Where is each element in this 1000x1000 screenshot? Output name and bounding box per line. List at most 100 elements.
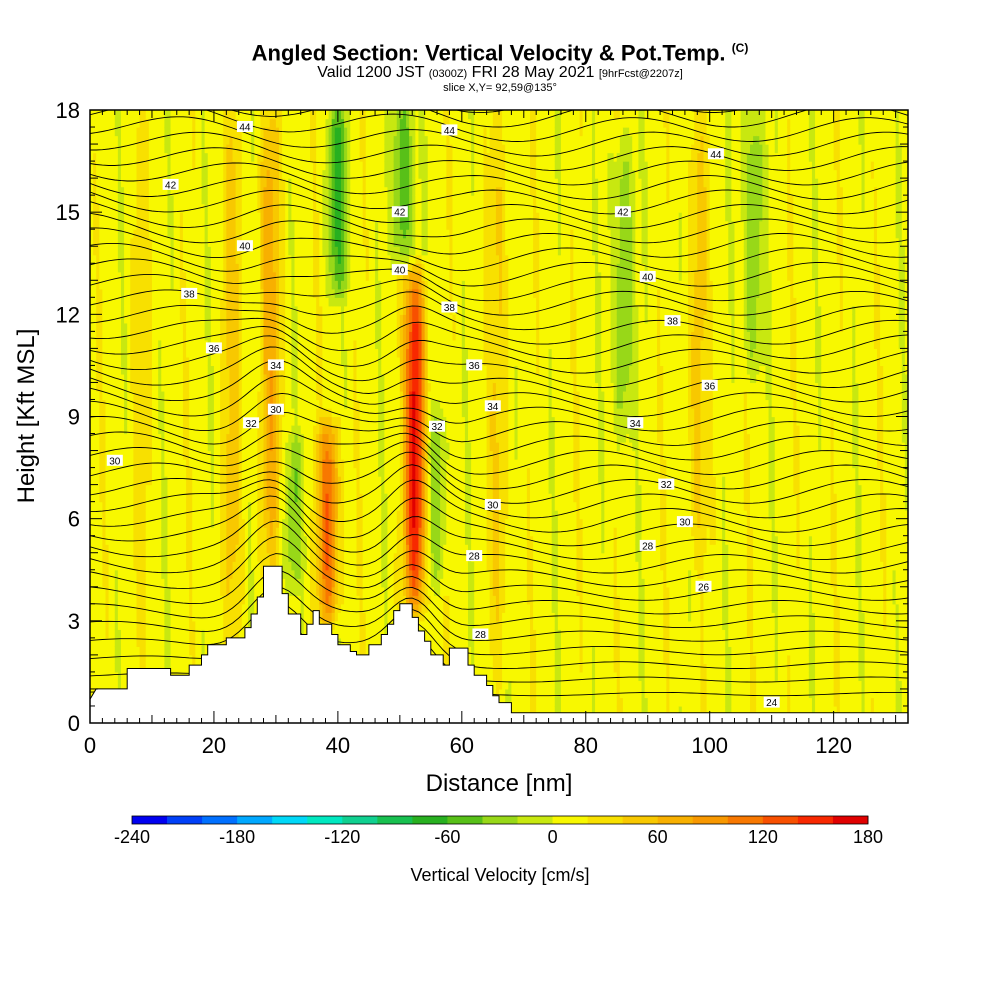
field-cell xyxy=(155,578,159,588)
field-cell xyxy=(148,407,153,418)
field-cell xyxy=(158,144,162,154)
field-cell xyxy=(99,263,103,273)
field-cell xyxy=(99,544,103,554)
field-cell xyxy=(158,663,162,673)
field-cell xyxy=(142,288,147,298)
field-cell xyxy=(96,510,100,520)
field-cell xyxy=(173,229,178,239)
field-cell xyxy=(145,518,150,528)
field-cell xyxy=(170,195,175,205)
field-cell xyxy=(148,356,153,367)
field-cell xyxy=(145,144,150,154)
field-cell xyxy=(117,246,122,256)
field-cell xyxy=(151,518,156,528)
field-cell xyxy=(111,544,116,554)
field-cell xyxy=(130,663,134,673)
field-cell xyxy=(102,671,107,682)
field-cell xyxy=(105,425,110,435)
field-cell xyxy=(96,493,100,503)
field-cell xyxy=(117,467,122,477)
field-cell xyxy=(136,220,141,230)
field-cell xyxy=(139,237,144,247)
field-cell xyxy=(96,135,100,145)
field-cell xyxy=(136,161,141,171)
field-cell xyxy=(151,510,156,520)
field-cell xyxy=(170,535,175,545)
field-cell xyxy=(151,110,156,120)
field-cell xyxy=(102,569,107,579)
field-cell xyxy=(176,280,181,290)
field-cell xyxy=(133,161,138,171)
field-cell xyxy=(99,152,103,162)
field-cell xyxy=(142,186,147,196)
field-cell xyxy=(173,586,178,596)
field-cell xyxy=(130,305,134,315)
field-cell xyxy=(127,603,131,613)
field-cell xyxy=(155,552,159,562)
field-cell xyxy=(145,544,150,554)
field-cell xyxy=(167,212,172,222)
field-cell xyxy=(173,365,178,375)
field-cell xyxy=(142,493,147,503)
field-cell xyxy=(139,527,144,537)
field-cell xyxy=(133,518,138,528)
field-cell xyxy=(102,629,107,639)
field-cell xyxy=(173,331,178,341)
field-cell xyxy=(176,578,181,588)
field-cell xyxy=(120,288,125,298)
field-cell xyxy=(155,356,159,367)
field-cell xyxy=(96,203,100,213)
field-cell xyxy=(136,637,141,647)
field-cell xyxy=(167,603,172,613)
field-cell xyxy=(111,110,116,120)
field-cell xyxy=(127,110,131,120)
field-cell xyxy=(96,442,100,452)
field-cell xyxy=(173,186,178,196)
field-cell xyxy=(151,535,156,545)
field-cell xyxy=(96,390,100,401)
field-cell xyxy=(117,390,122,401)
field-cell xyxy=(139,416,144,426)
field-cell xyxy=(142,561,147,571)
field-cell xyxy=(90,688,94,699)
field-cell xyxy=(105,467,110,477)
field-cell xyxy=(102,263,107,273)
field-cell xyxy=(145,237,150,247)
field-cell xyxy=(145,322,150,332)
field-cell xyxy=(145,620,150,630)
field-cell xyxy=(90,518,94,528)
field-cell xyxy=(158,476,162,486)
field-cell xyxy=(164,527,169,537)
field-cell xyxy=(142,203,147,213)
field-cell xyxy=(167,433,172,443)
field-cell xyxy=(127,612,131,622)
field-cell xyxy=(155,305,159,315)
field-cell xyxy=(99,135,103,145)
field-cell xyxy=(114,493,119,503)
field-cell xyxy=(167,382,172,392)
field-cell xyxy=(120,263,125,273)
field-cell xyxy=(170,118,175,128)
field-cell xyxy=(148,288,153,298)
field-cell xyxy=(124,459,128,469)
field-cell xyxy=(105,186,110,196)
field-cell xyxy=(105,135,110,145)
field-cell xyxy=(99,578,103,588)
field-cell xyxy=(127,425,131,435)
field-cell xyxy=(151,263,156,273)
field-cell xyxy=(111,178,116,188)
field-cell xyxy=(90,203,94,213)
field-cell xyxy=(114,654,119,664)
field-cell xyxy=(161,203,165,213)
field-cell xyxy=(139,348,144,358)
field-cell xyxy=(124,169,128,179)
field-cell xyxy=(130,237,134,247)
field-cell xyxy=(96,578,100,588)
field-cell xyxy=(167,314,172,324)
field-cell xyxy=(117,271,122,281)
field-cell xyxy=(96,425,100,435)
field-cell xyxy=(114,237,119,247)
field-cell xyxy=(161,127,165,137)
field-cell xyxy=(139,484,144,494)
field-cell xyxy=(155,646,159,656)
